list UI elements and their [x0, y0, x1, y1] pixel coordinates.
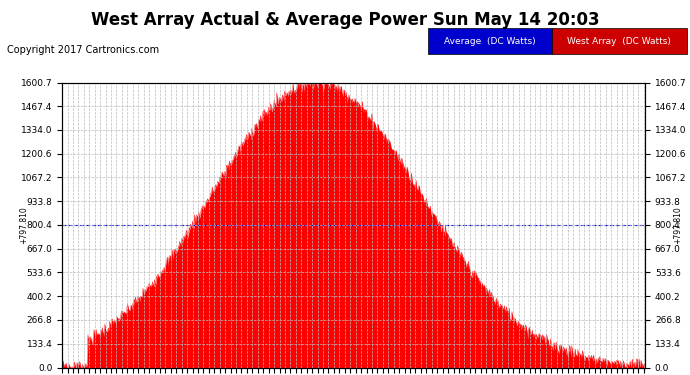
Text: +797.810: +797.810 — [20, 207, 29, 245]
Text: West Array  (DC Watts): West Array (DC Watts) — [567, 37, 671, 46]
Text: Copyright 2017 Cartronics.com: Copyright 2017 Cartronics.com — [7, 45, 159, 55]
Text: Average  (DC Watts): Average (DC Watts) — [444, 37, 535, 46]
Text: +797.810: +797.810 — [673, 207, 682, 245]
Text: West Array Actual & Average Power Sun May 14 20:03: West Array Actual & Average Power Sun Ma… — [90, 11, 600, 29]
